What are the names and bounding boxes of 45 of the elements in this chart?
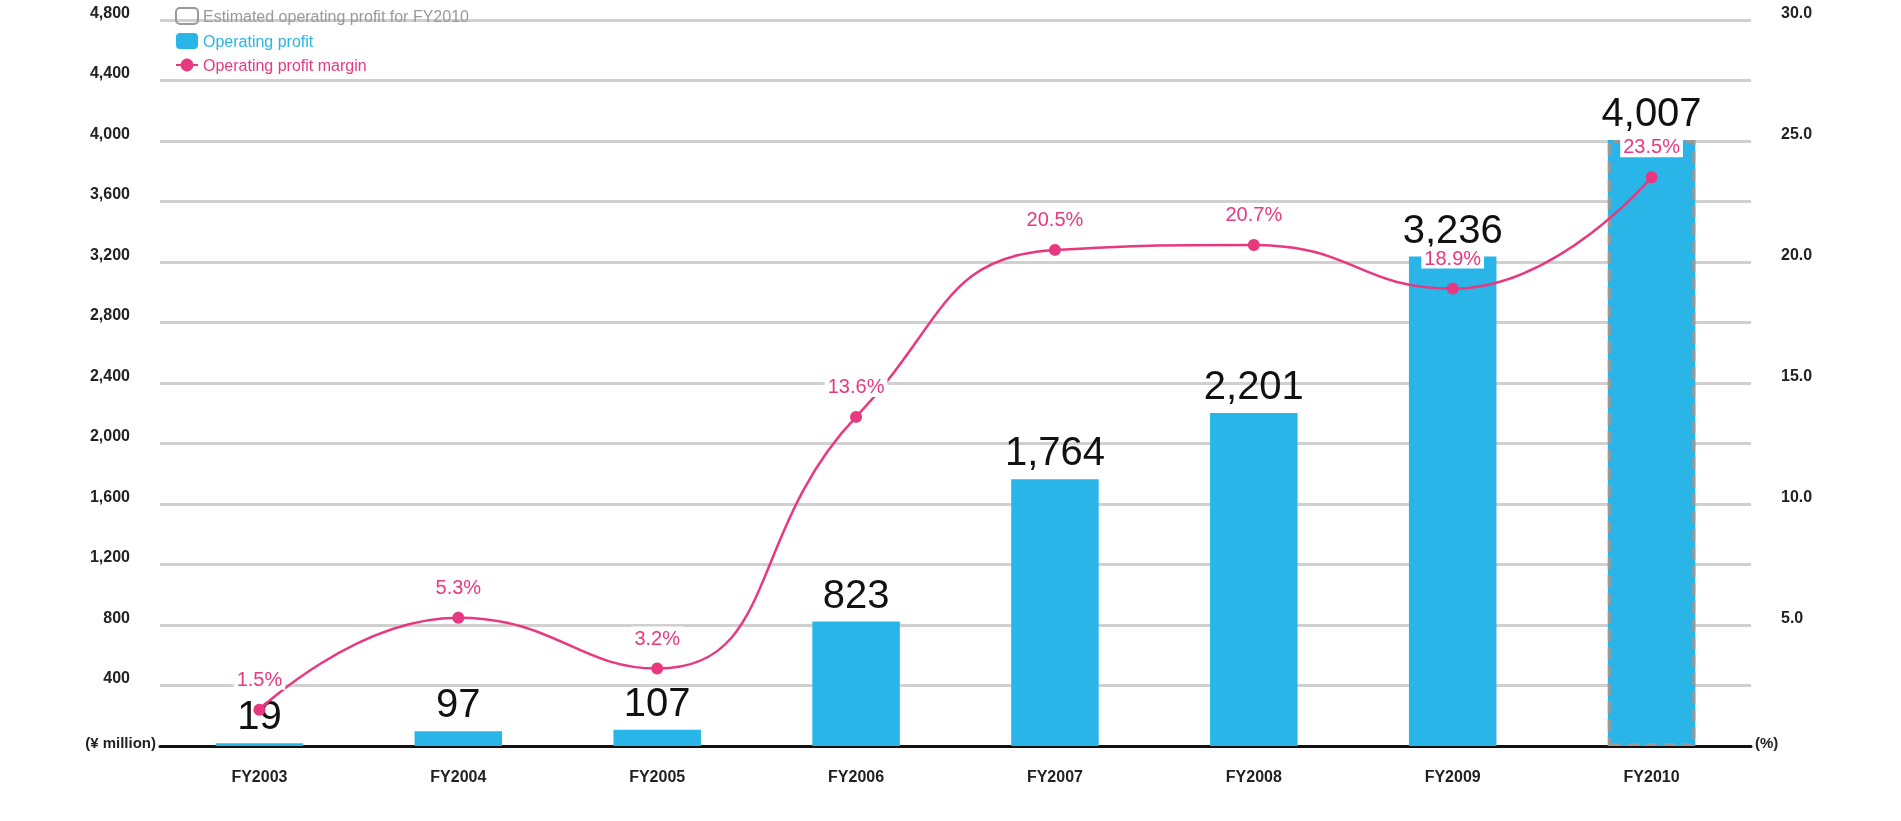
y-tick-label: 800 [103,608,131,626]
y2-tick-label: 15.0 [1781,366,1813,384]
y-tick-label: 4,000 [89,124,131,142]
legend-label: Operating profit margin [203,56,367,74]
y-tick-label: 4,800 [89,3,131,21]
data-label: 1,764 [1004,429,1105,474]
data-label: 20.5% [1026,207,1084,230]
y-tick-label: 2,000 [89,427,131,444]
data-label: 5.3% [435,575,482,598]
x-tick-label: FY2007 [1026,767,1084,785]
y-tick-label: 3,600 [89,185,131,202]
y-tick-label: 2,800 [89,306,131,323]
x-tick-label: FY2010 [1623,767,1680,785]
data-label: 1.5% [236,667,283,690]
y-axis-title: (¥ million) [85,734,156,751]
data-label: 18.9% [1424,246,1482,269]
y2-tick-label: 5.0 [1781,608,1804,626]
data-label: 4,007 [1601,89,1702,134]
x-tick-label: FY2005 [629,767,686,785]
legend-label: Estimated operating profit for FY2010 [203,7,470,25]
y2-tick-label: 10.0 [1781,487,1813,505]
y2-tick-label: 30.0 [1781,3,1813,21]
x-tick-label: FY2008 [1225,767,1282,785]
data-label: 823 [822,571,890,616]
y-tick-label: 2,400 [89,366,131,384]
y2-tick-label: 25.0 [1781,124,1813,142]
x-tick-label: FY2003 [231,767,288,785]
data-label: 20.7% [1225,203,1283,226]
y2-axis-title: (%) [1755,734,1779,751]
y-tick-label: 3,200 [89,245,131,263]
y-tick-label: 400 [103,669,131,686]
y2-tick-label: 20.0 [1781,245,1813,263]
x-tick-label: FY2006 [828,767,885,785]
y-tick-label: 4,400 [89,64,131,81]
x-tick-label: FY2009 [1424,767,1481,785]
data-label: 3.2% [634,626,681,649]
data-label: 2,201 [1203,363,1304,408]
y-tick-label: 1,600 [89,487,131,505]
legend-label: Operating profit [203,32,314,50]
data-label: 13.6% [827,374,885,397]
data-label: 23.5% [1623,135,1681,158]
data-label: 97 [436,681,481,726]
y-tick-label: 1,200 [89,548,131,565]
x-tick-label: FY2004 [430,767,487,785]
data-label: 107 [623,679,691,724]
